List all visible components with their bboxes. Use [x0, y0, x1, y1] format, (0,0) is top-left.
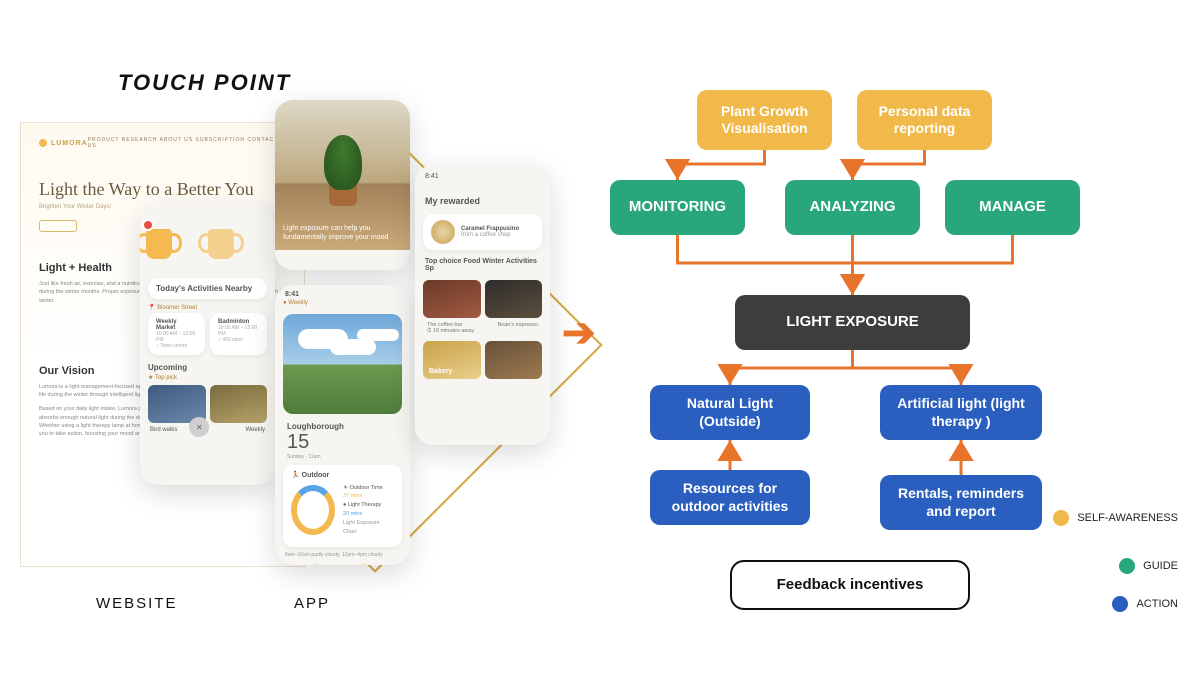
weather-icons: ☀⛅☁⛅☁	[285, 562, 400, 565]
card-label: Weekly Market	[156, 319, 177, 331]
image-strip	[148, 385, 267, 423]
website-label: WEBSITE	[96, 595, 178, 612]
legend-action: ACTION	[1112, 596, 1178, 612]
big-temp: 15	[287, 431, 398, 454]
plant-caption: Light exposure can help you fundamentall…	[283, 224, 402, 242]
arrow-icon: ➔	[562, 310, 596, 356]
legend-guide: GUIDE	[1119, 558, 1178, 574]
plant-image: Light exposure can help you fundamentall…	[275, 100, 410, 250]
topchoice: Top choice Food Winter Activities Sp	[425, 258, 540, 272]
node-plant: Plant Growth Visualisation	[697, 90, 832, 150]
street-label: 📍 Bloomer Street	[148, 304, 267, 311]
store-strip: Bakery	[423, 341, 542, 379]
main-title: TOUCH POINT	[118, 70, 291, 96]
node-light: LIGHT EXPOSURE	[735, 295, 970, 350]
badge-icon	[142, 219, 154, 231]
upcoming-h: Upcoming	[148, 363, 267, 372]
time-label: 8:41	[415, 165, 550, 188]
weather-image	[283, 314, 402, 414]
node-manage: MANAGE	[945, 180, 1080, 235]
connectors	[600, 80, 1190, 640]
reward-card: Caramel Frappusinofrom a coffee shop	[423, 214, 542, 250]
node-resources: Resources for outdoor activities	[650, 470, 810, 525]
date-label: Sunday · 11am	[287, 454, 398, 460]
website-cta	[39, 220, 77, 232]
loc-label: Loughborough	[287, 422, 398, 431]
phone-plant: Light exposure can help you fundamentall…	[275, 100, 410, 270]
app-mockups: Today's Activities Nearby 📍 Bloomer Stre…	[150, 115, 550, 565]
flowchart: Plant Growth Visualisation Personal data …	[600, 80, 1190, 640]
progress-ring-icon	[291, 485, 335, 535]
phone-activities: Today's Activities Nearby 📍 Bloomer Stre…	[140, 205, 275, 485]
phone-outdoor: 8:41 ● Weekly Loughborough 15 Sunday · 1…	[275, 285, 410, 565]
weather-row: 8am–10am partly cloudy, 12pm–4pm cloudy	[285, 552, 400, 558]
app-label: APP	[294, 595, 330, 612]
node-monitor: MONITORING	[610, 180, 745, 235]
node-personal: Personal data reporting	[857, 90, 992, 150]
rewarded-h: My rewarded	[425, 196, 540, 206]
chip: Bird walks	[150, 427, 177, 433]
time-label: 8:41	[275, 285, 410, 298]
outdoor-card: 🏃 Outdoor ☀ Outdoor Time 37 mins ● Light…	[283, 465, 402, 547]
phone-rewards: 8:41 My rewarded Caramel Frappusinofrom …	[415, 165, 550, 445]
legend-self-awareness: SELF-AWARENESS	[1053, 510, 1178, 526]
website-logo: LUMORA	[39, 139, 88, 147]
trophy-icon	[208, 229, 234, 259]
store-strip	[423, 280, 542, 318]
top-pick: Top pick	[155, 375, 177, 381]
card-today: Today's Activities Nearby	[148, 278, 267, 299]
node-artificial: Artificial light (light therapy )	[880, 385, 1042, 440]
node-rentals: Rentals, reminders and report	[880, 475, 1042, 530]
node-natural: Natural Light (Outside)	[650, 385, 810, 440]
node-feedback: Feedback incentives	[730, 560, 970, 610]
chip: Weekly	[245, 427, 265, 433]
node-analyze: ANALYZING	[785, 180, 920, 235]
trophy-icon	[146, 229, 172, 259]
